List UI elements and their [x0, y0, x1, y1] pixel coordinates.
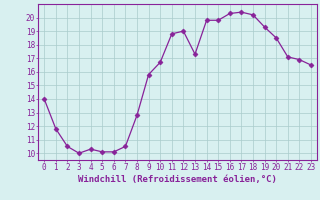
X-axis label: Windchill (Refroidissement éolien,°C): Windchill (Refroidissement éolien,°C) [78, 175, 277, 184]
